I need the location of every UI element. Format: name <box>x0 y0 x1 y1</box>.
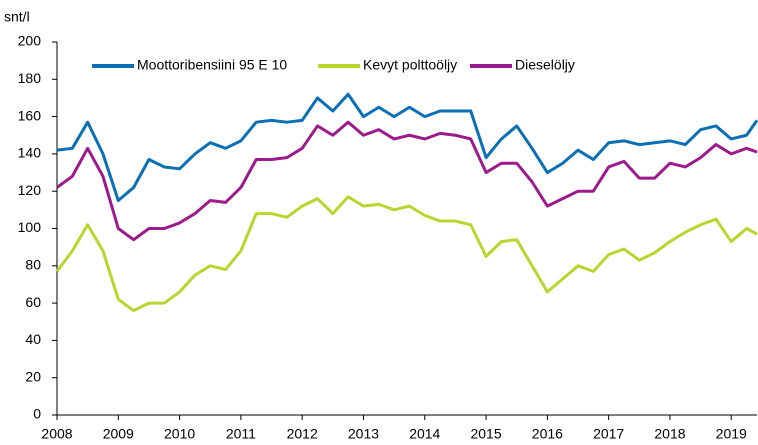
x-tick-label: 2010 <box>164 426 195 442</box>
series-line <box>56 120 758 242</box>
x-tick-label: 2018 <box>654 426 685 442</box>
x-tick-label: 2017 <box>593 426 624 442</box>
y-tick-label: 200 <box>18 33 42 49</box>
legend-label: Moottoribensiini 95 E 10 <box>137 57 287 73</box>
y-tick-label: 140 <box>18 145 42 161</box>
x-tick-label: 2019 <box>716 426 747 442</box>
legend-bg <box>468 56 469 57</box>
y-tick-label: 160 <box>18 107 42 123</box>
x-tick-label: 2009 <box>103 426 134 442</box>
y-tick-label: 20 <box>25 368 41 384</box>
legend-bg <box>90 56 91 57</box>
y-tick-label: 0 <box>33 406 41 422</box>
y-axis-label: snt/l <box>4 9 30 25</box>
y-tick-label: 180 <box>18 70 42 86</box>
legend-bg <box>316 56 317 57</box>
x-tick-label: 2012 <box>287 426 318 442</box>
y-tick-label: 60 <box>25 294 41 310</box>
series-line <box>56 92 758 203</box>
y-tick-label: 40 <box>25 331 41 347</box>
x-tick-label: 2013 <box>348 426 379 442</box>
x-tick-label: 2015 <box>470 426 501 442</box>
series-line <box>55 195 758 313</box>
y-tick-label: 120 <box>18 182 42 198</box>
y-tick-label: 80 <box>25 257 41 273</box>
x-tick-label: 2014 <box>409 426 440 442</box>
x-tick-label: 2016 <box>532 426 563 442</box>
y-tick-label: 100 <box>18 219 42 235</box>
legend-label: Dieselöljy <box>515 57 575 73</box>
x-tick-label: 2008 <box>41 426 72 442</box>
legend-label: Kevyt polttoöljy <box>363 57 457 73</box>
x-tick-label: 2011 <box>226 426 256 442</box>
